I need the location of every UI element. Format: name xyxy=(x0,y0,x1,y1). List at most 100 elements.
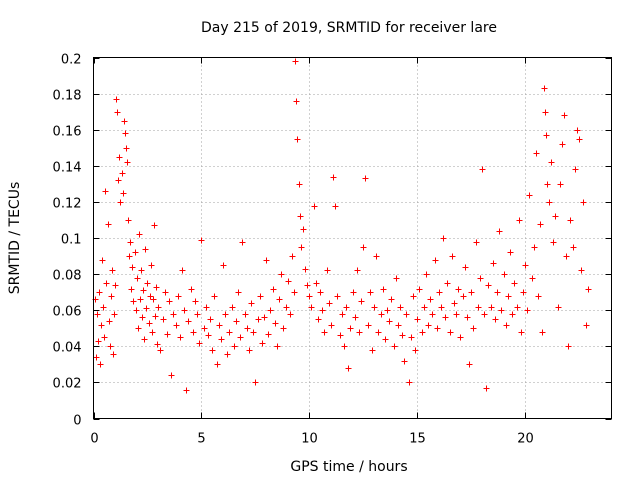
data-point xyxy=(201,325,208,332)
data-point xyxy=(492,316,499,323)
data-point xyxy=(464,314,471,321)
data-point xyxy=(319,307,326,314)
grid-lines xyxy=(93,57,612,419)
data-point xyxy=(557,181,564,188)
data-point xyxy=(514,304,521,311)
data-point xyxy=(220,262,227,269)
data-point xyxy=(261,314,268,321)
data-point xyxy=(103,280,110,287)
data-point xyxy=(108,293,115,300)
data-point xyxy=(470,325,477,332)
data-point xyxy=(146,320,153,327)
data-point xyxy=(114,109,121,116)
data-point xyxy=(101,334,108,341)
data-point xyxy=(149,329,156,336)
data-point xyxy=(95,338,102,345)
data-point xyxy=(132,249,139,256)
data-point xyxy=(188,286,195,293)
x-tick-label: 0 xyxy=(90,432,98,447)
data-point xyxy=(449,253,456,260)
data-point xyxy=(107,343,114,350)
data-point xyxy=(164,331,171,338)
data-point xyxy=(429,311,436,318)
data-point xyxy=(371,304,378,311)
data-point xyxy=(382,336,389,343)
data-point xyxy=(265,331,272,338)
data-point xyxy=(520,289,527,296)
data-point xyxy=(274,343,281,350)
data-point xyxy=(222,311,229,318)
data-point xyxy=(425,322,432,329)
data-point xyxy=(419,329,426,336)
data-point xyxy=(539,329,546,336)
data-point xyxy=(412,347,419,354)
data-point xyxy=(214,361,221,368)
data-point xyxy=(380,286,387,293)
y-tick-label: 0.2 xyxy=(61,53,82,68)
y-tick-label: 0 xyxy=(73,414,81,429)
data-point xyxy=(124,159,131,166)
data-point xyxy=(563,253,570,260)
data-point xyxy=(529,275,536,282)
data-point xyxy=(585,286,592,293)
data-point xyxy=(154,341,161,348)
data-point xyxy=(153,284,160,291)
data-point xyxy=(367,289,374,296)
data-point xyxy=(481,311,488,318)
data-point xyxy=(140,287,147,294)
data-point xyxy=(119,170,126,177)
data-point xyxy=(414,316,421,323)
data-point xyxy=(518,329,525,336)
data-point xyxy=(211,293,218,300)
data-point xyxy=(552,213,559,220)
data-point xyxy=(190,329,197,336)
data-point xyxy=(317,289,324,296)
y-tick-label: 0.16 xyxy=(53,125,82,140)
data-point xyxy=(185,318,192,325)
data-point xyxy=(475,304,482,311)
y-tick-label: 0.02 xyxy=(53,377,82,392)
y-tick-label: 0.18 xyxy=(53,89,82,104)
data-point xyxy=(160,316,167,323)
data-point xyxy=(127,239,134,246)
data-point xyxy=(308,304,315,311)
data-point xyxy=(541,85,548,92)
y-tick-label: 0.14 xyxy=(53,161,82,176)
data-point xyxy=(111,311,118,318)
data-point xyxy=(209,347,216,354)
data-point xyxy=(100,304,107,311)
data-point xyxy=(93,354,100,361)
data-point xyxy=(179,267,186,274)
data-point xyxy=(559,141,566,148)
data-point xyxy=(181,307,188,314)
data-point xyxy=(177,334,184,341)
data-point xyxy=(438,304,445,311)
data-point xyxy=(137,296,144,303)
data-point xyxy=(444,280,451,287)
data-point xyxy=(466,361,473,368)
data-point xyxy=(453,311,460,318)
data-point xyxy=(129,264,136,271)
y-tick-label: 0.1 xyxy=(61,233,82,248)
data-point xyxy=(194,311,201,318)
data-point xyxy=(116,154,123,161)
data-point xyxy=(144,280,151,287)
x-tick-label: 15 xyxy=(409,432,426,447)
data-point xyxy=(203,304,210,311)
data-point xyxy=(384,307,391,314)
data-point xyxy=(580,199,587,206)
data-point xyxy=(408,334,415,341)
data-point xyxy=(278,271,285,278)
data-point xyxy=(535,293,542,300)
data-point xyxy=(125,217,132,224)
data-point xyxy=(205,332,212,339)
data-point xyxy=(147,293,154,300)
data-point xyxy=(148,262,155,269)
data-point xyxy=(345,365,352,372)
data-point xyxy=(531,244,538,251)
data-point xyxy=(315,316,322,323)
data-point xyxy=(246,347,253,354)
data-point xyxy=(130,298,137,305)
data-point xyxy=(233,318,240,325)
data-point xyxy=(293,98,300,105)
